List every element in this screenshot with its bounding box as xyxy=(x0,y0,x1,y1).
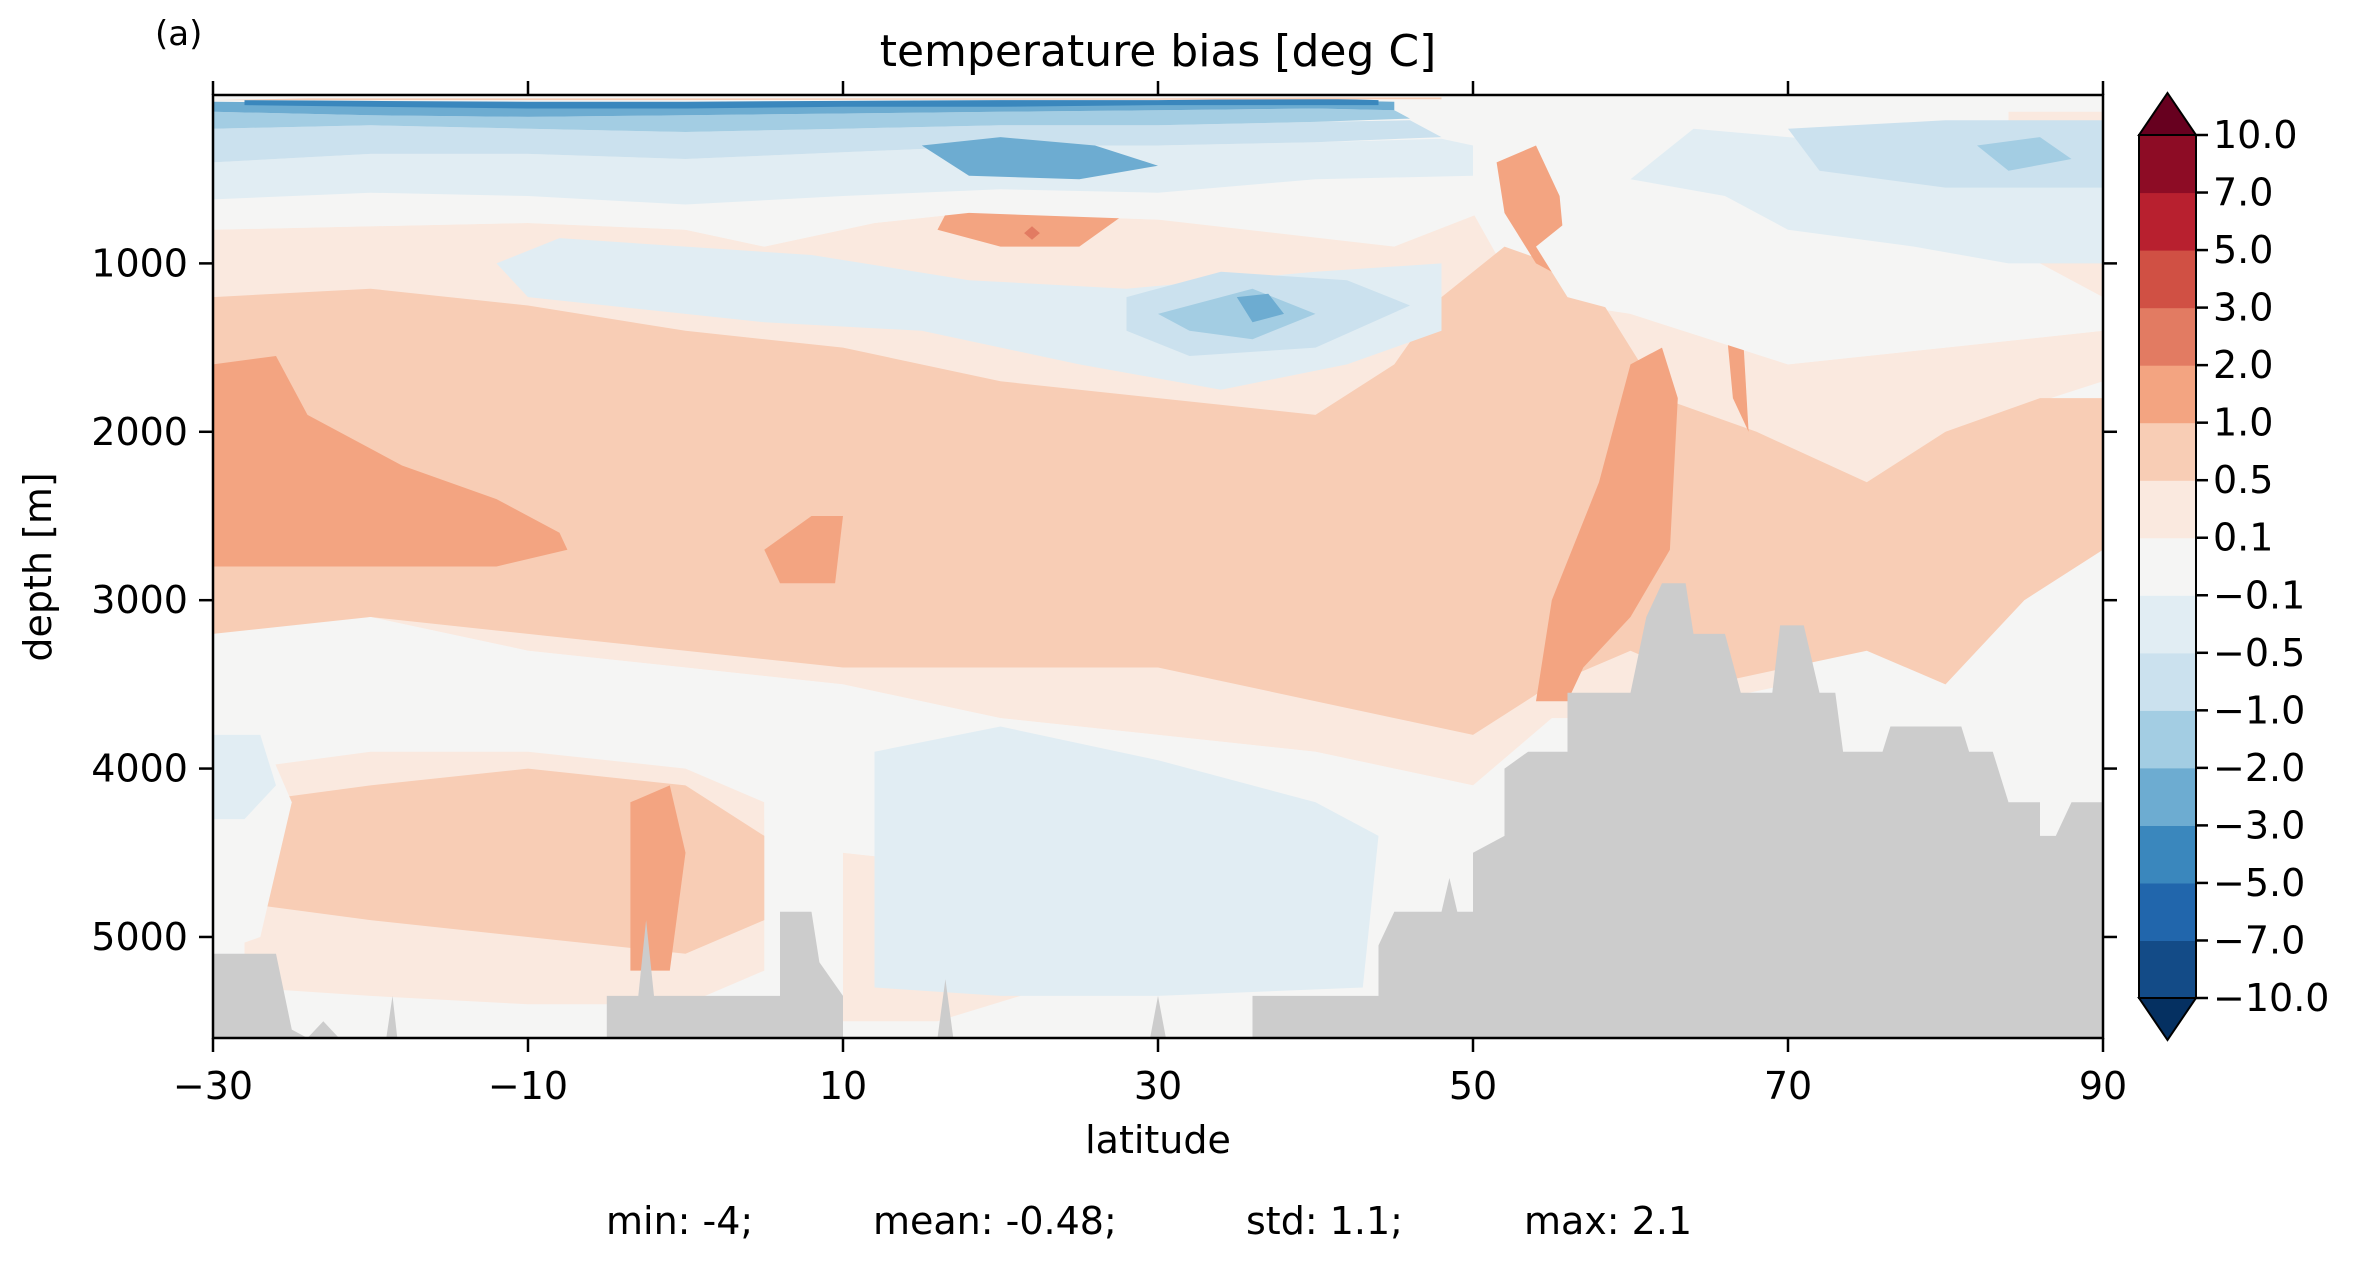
contour-region-24 xyxy=(213,120,1442,163)
contour-region-13 xyxy=(1024,226,1040,240)
x-tick-label: 30 xyxy=(1134,1064,1182,1108)
colorbar-segment xyxy=(2139,940,2196,999)
colorbar-extend-top xyxy=(2137,91,2198,136)
contour-region-33 xyxy=(244,98,1379,109)
contour-region-12 xyxy=(630,785,686,971)
contour-region-7 xyxy=(764,516,843,584)
colorbar-tick-label: −3.0 xyxy=(2213,803,2305,847)
contour-region-31 xyxy=(921,137,1158,180)
colorbar-tick-label: −1.0 xyxy=(2213,688,2305,732)
x-tick-label: 10 xyxy=(819,1064,867,1108)
contour-region-29 xyxy=(1977,137,2072,171)
colorbar-tick-label: 2.0 xyxy=(2213,343,2273,387)
colorbar-tick-label: 5.0 xyxy=(2213,228,2273,272)
colorbar-segment xyxy=(2139,767,2196,826)
colorbar-segment xyxy=(2139,365,2196,424)
colorbar-tick-label: −0.1 xyxy=(2213,573,2305,617)
colorbar-tick-label: −7.0 xyxy=(2213,918,2305,962)
colorbar-segment xyxy=(2139,595,2196,654)
y-tick-label: 5000 xyxy=(91,915,188,959)
chart-title: temperature bias [deg C] xyxy=(880,26,1437,77)
colorbar-extend-bottom xyxy=(2137,997,2198,1042)
contour-region-19 xyxy=(213,138,1473,205)
contour-regions xyxy=(213,97,2103,1022)
colorbar-segment xyxy=(2139,710,2196,769)
colorbar-segment xyxy=(2139,192,2196,251)
x-tick-label: 50 xyxy=(1449,1064,1497,1108)
colorbar-segment xyxy=(2139,422,2196,481)
plot-area xyxy=(213,95,2103,1038)
colorbar-tick-label: 7.0 xyxy=(2213,171,2273,215)
stats-line: min: -4; mean: -0.48; std: 1.1; max: 2.1 xyxy=(606,1199,1692,1243)
x-tick-label: −10 xyxy=(488,1064,568,1108)
y-tick-label: 3000 xyxy=(91,578,188,622)
colorbar-segment xyxy=(2139,250,2196,309)
colorbar-frame xyxy=(2138,134,2197,999)
x-tick-label: 70 xyxy=(1764,1064,1812,1108)
contour-region-18 xyxy=(1536,196,2103,365)
stat-std: std: 1.1; xyxy=(1246,1199,1403,1243)
stat-max: max: 2.1 xyxy=(1524,1199,1692,1243)
colorbar-segment xyxy=(2139,307,2196,366)
colorbar-tick-label: −0.5 xyxy=(2213,631,2305,675)
colorbar-segment xyxy=(2139,480,2196,539)
y-tick-label: 2000 xyxy=(91,410,188,454)
colorbar-segment xyxy=(2139,537,2196,596)
contour-region-23 xyxy=(213,734,276,820)
contour-region-27 xyxy=(213,108,1410,132)
colorbar-tick-label: 10.0 xyxy=(2213,113,2298,157)
y-axis-label: depth [m] xyxy=(16,472,60,661)
seafloor-bathymetry xyxy=(213,583,2103,1038)
colorbar-tick-label: −5.0 xyxy=(2213,861,2305,905)
contour-region-21 xyxy=(874,726,1379,996)
colorbar-tick-label: 1.0 xyxy=(2213,401,2273,445)
contour-region-26 xyxy=(1788,120,2103,188)
colorbar-tick-label: −10.0 xyxy=(2213,976,2329,1020)
y-axis: 1000 2000 3000 4000 5000 xyxy=(91,241,2117,959)
contour-region-28 xyxy=(1158,288,1316,340)
colorbar-tick-label: 0.5 xyxy=(2213,458,2273,502)
x-axis: −30 −10 10 30 50 70 90 xyxy=(173,81,2127,1108)
stat-mean: mean: -0.48; xyxy=(873,1199,1117,1243)
contour-region-6 xyxy=(213,356,568,567)
colorbar-segment xyxy=(2139,825,2196,884)
colorbar-segment xyxy=(2139,652,2196,711)
x-tick-label: 90 xyxy=(2079,1064,2127,1108)
panel-label: (a) xyxy=(155,14,202,54)
colorbar-tick-label: 0.1 xyxy=(2213,516,2273,560)
contour-region-14 xyxy=(213,175,1481,247)
x-tick-label: −30 xyxy=(173,1064,253,1108)
contour-region-32 xyxy=(1236,293,1284,323)
colorbar-segment xyxy=(2139,882,2196,941)
x-axis-label: latitude xyxy=(1085,1118,1231,1162)
colorbar-segment xyxy=(2139,135,2196,194)
colorbar: 10.0 7.0 5.0 3.0 2.0 1.0 0.5 0.1 −0.1 −0.5 −1.0 −2.… xyxy=(2137,91,2329,1042)
stat-min: min: -4; xyxy=(606,1199,753,1243)
y-tick-label: 4000 xyxy=(91,747,188,791)
colorbar-tick-label: 3.0 xyxy=(2213,286,2273,330)
contour-region-10 xyxy=(1536,347,1678,702)
colorbar-tick-label: −2.0 xyxy=(2213,746,2305,790)
contour-region-34 xyxy=(213,97,1442,101)
y-tick-label: 1000 xyxy=(91,241,188,285)
